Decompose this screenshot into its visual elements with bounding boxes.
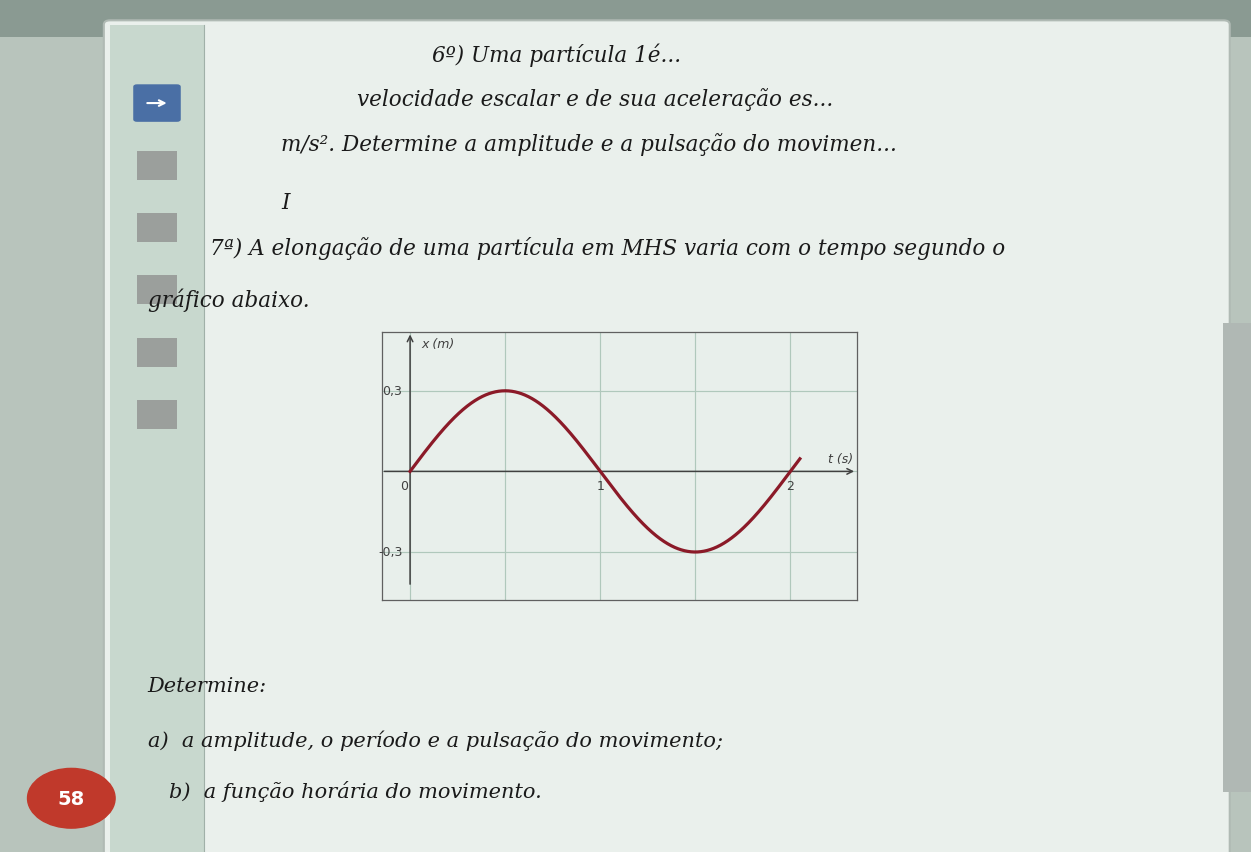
Bar	[0, 0, 1251, 38]
FancyBboxPatch shape	[133, 85, 180, 123]
Bar	[138, 400, 178, 429]
Text: velocidade escalar e de sua aceleração es...: velocidade escalar e de sua aceleração e…	[357, 89, 833, 111]
Text: I: I	[281, 192, 290, 214]
Text: 2: 2	[787, 480, 794, 492]
Text: 6º) Uma partícula 1é...: 6º) Uma partícula 1é...	[432, 43, 681, 67]
Bar	[138, 214, 178, 243]
Text: Determine:: Determine:	[148, 676, 266, 695]
Text: 0: 0	[400, 480, 408, 492]
Text: a)  a amplitude, o período e a pulsação do movimento;: a) a amplitude, o período e a pulsação d…	[148, 729, 723, 750]
Text: t (s): t (s)	[828, 452, 853, 465]
Text: x (m): x (m)	[422, 337, 454, 351]
Bar	[110, 26, 204, 852]
Bar	[138, 338, 178, 367]
Text: 1: 1	[597, 480, 604, 492]
Text: gráfico abaixo.: gráfico abaixo.	[148, 288, 309, 312]
Bar	[1223, 324, 1251, 792]
FancyBboxPatch shape	[104, 21, 1230, 852]
Text: 7ª) A elongação de uma partícula em MHS varia com o tempo segundo o: 7ª) A elongação de uma partícula em MHS …	[210, 237, 1006, 259]
Circle shape	[28, 769, 115, 828]
Bar	[138, 276, 178, 305]
Text: 58: 58	[58, 789, 85, 808]
Text: b)  a função horária do movimento.: b) a função horária do movimento.	[169, 780, 542, 801]
Bar	[138, 152, 178, 181]
Text: 0,3: 0,3	[383, 385, 403, 398]
Text: m/s². Determine a amplitude e a pulsação do movimen...: m/s². Determine a amplitude e a pulsação…	[281, 134, 897, 156]
Text: -0,3: -0,3	[378, 546, 403, 559]
